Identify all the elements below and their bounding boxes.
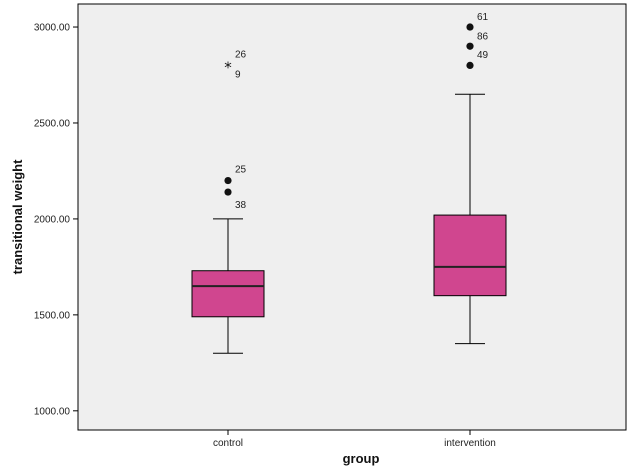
outlier-point (224, 188, 232, 196)
outlier-label: 61 (477, 12, 489, 23)
x-axis-title: group (343, 451, 380, 466)
outlier-point (466, 61, 474, 70)
y-tick-label: 2000.00 (34, 214, 71, 225)
iqr-box (433, 214, 507, 297)
boxes: 25 38 *26 9 61 86 49 (191, 12, 507, 354)
outlier-point (224, 176, 232, 185)
x-tick-label: control (213, 438, 243, 449)
outlier-label: 86 (477, 32, 489, 43)
y-tick-label: 1000.00 (34, 406, 71, 417)
x-axis: control intervention (213, 430, 496, 449)
y-axis: 1000.00 1500.00 2000.00 2500.00 3000.00 (34, 23, 78, 417)
outlier-label: 38 (235, 200, 247, 211)
iqr-box (191, 270, 265, 318)
outlier-label: 25 (235, 165, 247, 176)
outlier-point (466, 23, 474, 31)
box-control: 25 38 *26 9 (191, 49, 265, 354)
outlier-label: 26 (235, 49, 247, 60)
outlier-point (466, 42, 474, 50)
extreme-outlier-star: * (224, 58, 232, 76)
box-intervention: 61 86 49 (433, 12, 507, 345)
y-axis-title: transitional weight (10, 159, 25, 275)
outlier-label: 9 (235, 69, 241, 80)
outlier-label: 49 (477, 50, 489, 61)
plot-area (77, 3, 627, 431)
y-tick-label: 2500.00 (34, 118, 71, 129)
x-tick-label: intervention (444, 438, 496, 449)
y-tick-label: 1500.00 (34, 310, 71, 321)
y-tick-label: 3000.00 (34, 23, 71, 34)
